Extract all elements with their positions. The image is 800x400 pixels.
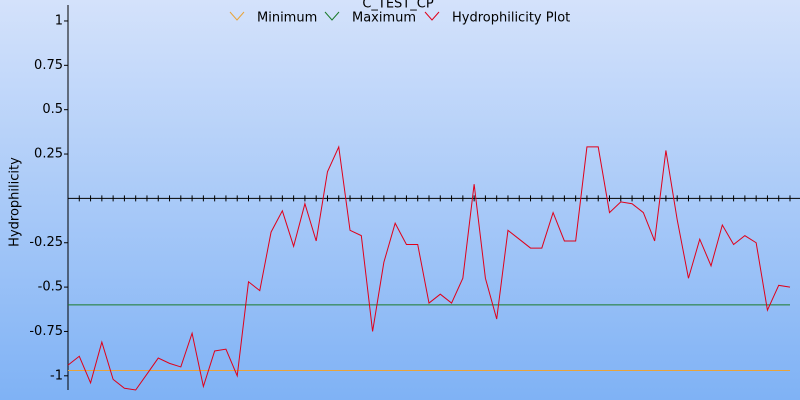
legend-label: Minimum (257, 11, 317, 26)
series-line (67, 145, 791, 391)
legend-label: Maximum (352, 11, 416, 26)
y-tick-label: -0.75 (29, 324, 63, 339)
chart-title: C_TEST_CP (362, 0, 434, 12)
legend-icon (324, 11, 340, 21)
legend-label: Hydrophilicity Plot (452, 11, 570, 26)
y-tick-label: -1 (50, 368, 63, 383)
y-axis-label: Hydrophilicity (8, 157, 23, 247)
y-tick-label: 0.25 (34, 147, 63, 162)
y-tick-label: -0.25 (29, 235, 63, 250)
legend-icon (229, 11, 245, 21)
legend-icon (424, 11, 440, 21)
y-tick-label: -0.5 (38, 280, 63, 295)
y-tick-label: 1 (55, 13, 63, 28)
y-tick-label: 0.75 (34, 58, 63, 73)
y-tick-label: 0.5 (42, 102, 63, 117)
